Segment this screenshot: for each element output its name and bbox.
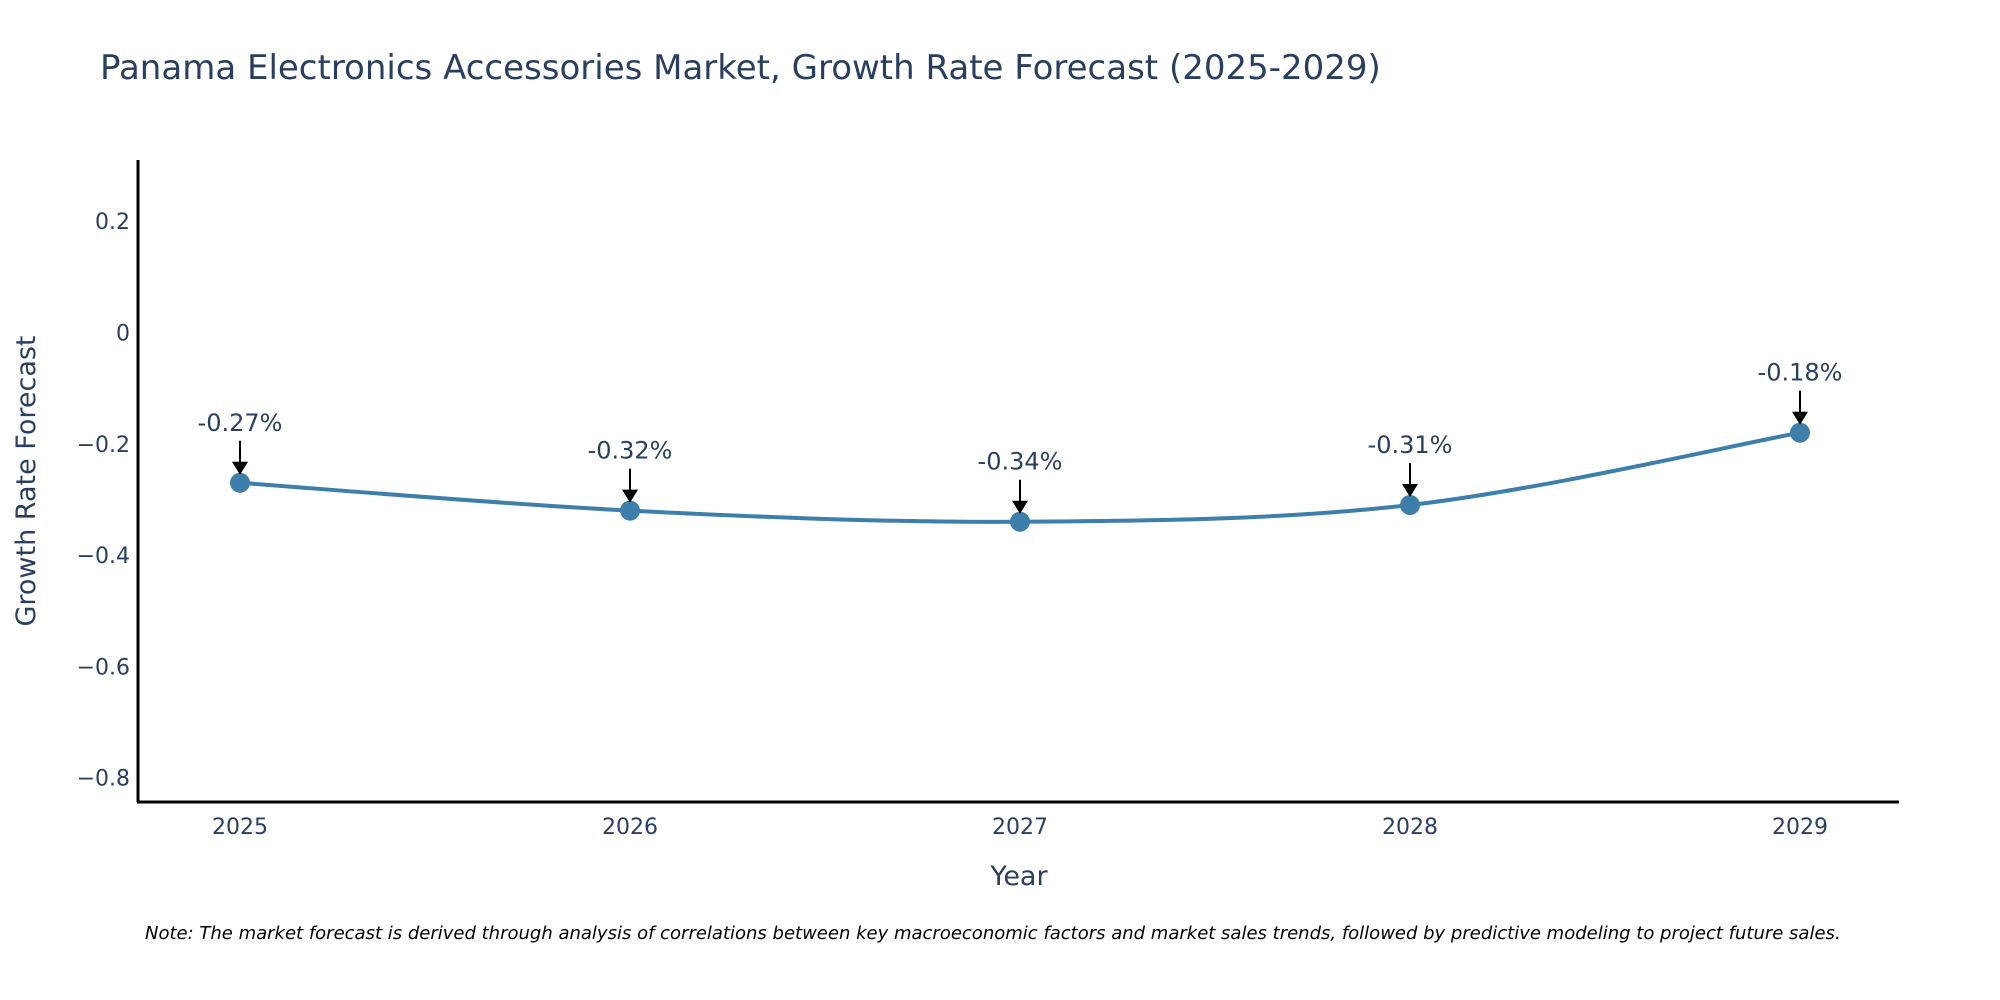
data-label-2028: -0.31%	[1368, 431, 1453, 459]
y-tick-label: 0.2	[95, 210, 130, 235]
y-tick-label: −0.2	[77, 433, 130, 458]
annotation-arrowhead	[1402, 484, 1418, 498]
annotation-arrowhead	[232, 461, 248, 475]
y-axis-ticks: 0.2 0 −0.2 −0.4 −0.6 −0.8	[77, 210, 130, 792]
y-tick-label: 0	[116, 322, 130, 347]
data-points	[230, 422, 1810, 532]
x-axis-ticks: 2025 2026 2027 2028 2029	[212, 815, 1828, 840]
chart-title: Panama Electronics Accessories Market, G…	[100, 48, 1381, 88]
data-point-2029	[1790, 422, 1810, 443]
y-tick-label: −0.8	[77, 767, 130, 792]
x-tick-label: 2026	[602, 815, 658, 840]
x-tick-label: 2025	[212, 815, 268, 840]
data-point-2028	[1400, 495, 1420, 516]
x-axis-title: Year	[989, 861, 1048, 892]
data-label-2025: -0.27%	[198, 409, 283, 437]
y-tick-label: −0.6	[77, 655, 130, 680]
footnote: Note: The market forecast is derived thr…	[145, 923, 1841, 944]
data-point-2026	[620, 500, 640, 521]
annotation-arrowhead	[1012, 500, 1028, 514]
x-tick-label: 2027	[992, 815, 1048, 840]
x-tick-label: 2028	[1382, 815, 1438, 840]
data-point-2027	[1010, 511, 1030, 532]
data-point-2025	[230, 472, 250, 493]
data-label-2029: -0.18%	[1758, 359, 1843, 387]
data-label-2027: -0.34%	[978, 448, 1063, 476]
data-labels: -0.27% -0.32% -0.34% -0.31% -0.18%	[198, 359, 1843, 514]
annotation-arrowhead	[622, 489, 638, 503]
annotation-arrowhead	[1792, 411, 1808, 425]
data-label-2026: -0.32%	[588, 437, 673, 465]
y-tick-label: −0.4	[77, 544, 130, 569]
y-axis-title: Growth Rate Forecast	[11, 335, 42, 626]
x-tick-label: 2029	[1772, 815, 1828, 840]
